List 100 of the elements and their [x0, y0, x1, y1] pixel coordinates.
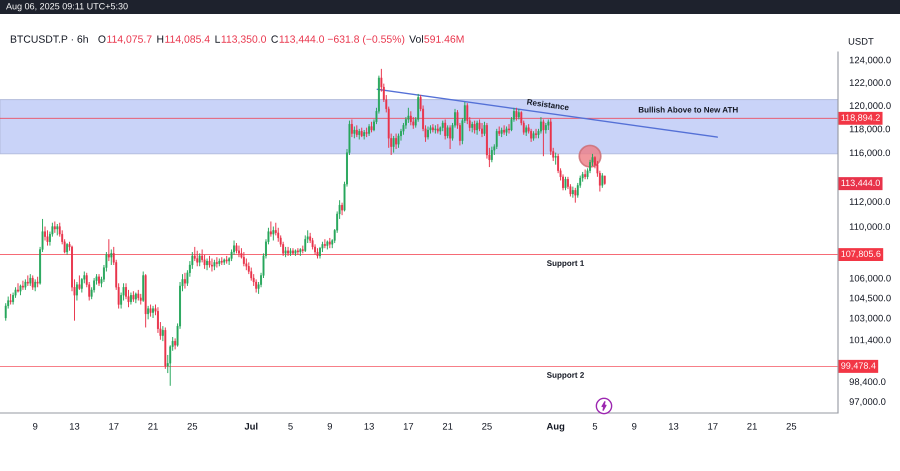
- annotation: Bullish Above to New ATH: [638, 106, 738, 113]
- candlestick: [10, 293, 12, 306]
- candlestick: [56, 223, 58, 236]
- x-tick-label: 25: [786, 422, 796, 430]
- candlestick: [532, 130, 535, 142]
- candlestick: [503, 124, 506, 136]
- candlestick: [356, 124, 358, 138]
- candlestick: [474, 120, 476, 134]
- y-tick-label: 124,000.0: [850, 56, 891, 64]
- candlestick: [544, 122, 547, 134]
- y-axis-title: USDT: [848, 38, 874, 45]
- x-tick-label: Jul: [244, 422, 258, 430]
- x-tick-label: 9: [328, 422, 332, 430]
- candlestick: [147, 305, 150, 320]
- x-tick-label: 5: [288, 423, 293, 430]
- ref-line-label: 107,805.6: [841, 250, 881, 258]
- x-tick-label: 17: [708, 423, 718, 430]
- candlestick: [140, 293, 142, 306]
- candlestick: [436, 124, 439, 134]
- candlestick: [137, 289, 140, 302]
- y-tick-label: 106,000.0: [850, 274, 891, 283]
- candlestick: [76, 281, 78, 302]
- candlestick: [370, 121, 373, 133]
- candlestick: [395, 133, 398, 150]
- text: Resistance: [526, 98, 570, 110]
- candlestick: [152, 305, 154, 318]
- candlestick: [484, 121, 486, 136]
- candlestick: [174, 338, 176, 350]
- y-tick-label: 97,000.0: [850, 398, 886, 406]
- candlestick: [368, 124, 370, 136]
- x-tick-label: 9: [33, 422, 38, 430]
- y-tick-label: 104,500.0: [850, 294, 891, 302]
- y-tick-label: 116,000.0: [850, 149, 890, 158]
- y-tick-label: 112,000.0: [850, 198, 890, 206]
- candlestick: [518, 108, 520, 120]
- candlestick: [584, 169, 586, 180]
- candlestick: [498, 126, 500, 136]
- candlestick: [363, 130, 366, 140]
- ref-line-label: 99,478.4: [841, 362, 876, 370]
- candlestick: [36, 276, 39, 288]
- y-tick-label: 98,400.0: [850, 378, 886, 386]
- x-tick-label: 13: [668, 422, 678, 430]
- candlestick: [150, 304, 152, 318]
- candlestick: [427, 126, 429, 140]
- candlestick: [601, 172, 604, 188]
- x-tick-label: 25: [482, 422, 492, 430]
- candlestick: [98, 274, 100, 286]
- candlestick: [341, 202, 344, 216]
- annotation: Support 1: [546, 260, 584, 268]
- candlestick: [284, 246, 287, 258]
- candlestick: [162, 326, 164, 342]
- x-tick-label: 21: [747, 422, 757, 430]
- candlestick: [34, 278, 36, 292]
- candlestick: [506, 126, 508, 136]
- candlestick: [184, 272, 186, 290]
- candlestick: [17, 282, 19, 294]
- candlestick: [26, 274, 29, 286]
- candlestick: [398, 133, 400, 148]
- candlestick: [134, 292, 137, 304]
- y-tick-label: 101,400.0: [850, 336, 891, 344]
- candlestick: [328, 237, 331, 249]
- text: Aug 06, 2025 09:11 UTC+5:30: [6, 3, 128, 12]
- candlestick: [353, 126, 356, 139]
- candlestick: [554, 152, 557, 166]
- candlestick: [535, 128, 537, 139]
- candlestick: [130, 292, 132, 306]
- chart-title: BTCUSDT.P · 6h: [10, 35, 88, 43]
- candlestick: [272, 226, 274, 241]
- candlestick: [500, 127, 503, 138]
- candlestick: [213, 259, 216, 271]
- candlestick: [29, 274, 32, 286]
- candlestick: [471, 121, 474, 133]
- y-tick-label: 120,000.0: [850, 102, 891, 110]
- text: 113,444.0: [841, 180, 880, 188]
- x-tick-label: Aug: [546, 423, 564, 432]
- x-tick-label: 5: [592, 423, 598, 430]
- candlestick: [198, 252, 201, 267]
- x-tick-label: 17: [109, 423, 119, 430]
- x-tick-label: 25: [188, 422, 198, 430]
- x-tick-label: 17: [404, 423, 414, 430]
- x-tick-label: 21: [442, 422, 452, 430]
- candlestick: [540, 116, 542, 134]
- candlestick: [446, 124, 449, 139]
- candlestick: [530, 128, 532, 142]
- y-tick-label: 122,000.0: [850, 79, 891, 88]
- candlestick: [481, 122, 483, 138]
- candlestick: [78, 274, 80, 290]
- candlestick: [132, 290, 134, 302]
- candlestick: [319, 246, 321, 259]
- candlestick: [564, 176, 566, 191]
- x-tick-label: 9: [632, 422, 636, 430]
- candlestick: [547, 118, 550, 130]
- candlestick: [508, 124, 510, 134]
- candlestick: [392, 135, 395, 154]
- candlestick: [490, 146, 493, 163]
- candlestick: [46, 230, 48, 246]
- candlestick: [442, 120, 444, 132]
- candlestick: [216, 256, 218, 268]
- y-tick-label: 103,000.0: [850, 314, 891, 323]
- x-tick-label: 13: [364, 422, 374, 430]
